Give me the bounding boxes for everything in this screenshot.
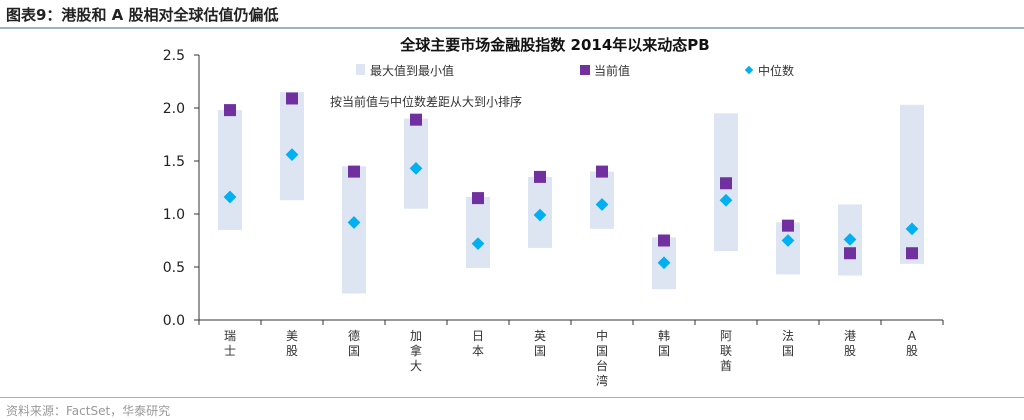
median-marker — [223, 190, 237, 204]
legend-median-swatch — [744, 65, 754, 75]
x-tick-label: 德国 — [348, 328, 360, 358]
x-tick-label: 阿联酋 — [720, 329, 732, 373]
current-value-marker — [224, 104, 236, 117]
x-tick-label: 英国 — [534, 329, 546, 358]
current-value-marker — [286, 92, 298, 105]
y-tick-label: 2.0 — [163, 101, 185, 117]
y-tick-label: 1.0 — [163, 207, 185, 223]
x-tick-label: 法国 — [782, 329, 794, 358]
x-tick-label: 日本 — [472, 329, 484, 358]
legend-current-label: 当前值 — [594, 63, 630, 78]
current-value-marker — [782, 219, 794, 232]
x-tick-label: 加拿大 — [410, 329, 422, 373]
current-value-marker — [410, 113, 422, 126]
legend-range-label: 最大值到最小值 — [370, 63, 454, 78]
figure-title: 图表9：港股和 A 股相对全球估值仍偏低 — [6, 6, 279, 24]
current-value-marker — [596, 165, 608, 178]
range-bar — [218, 110, 242, 230]
current-value-marker — [534, 170, 546, 183]
y-tick-label: 2.5 — [163, 48, 185, 64]
y-tick-label: 0.5 — [163, 260, 185, 276]
range-bar — [466, 197, 490, 269]
median-marker — [285, 148, 299, 162]
median-marker — [409, 162, 423, 175]
median-marker — [347, 216, 361, 229]
current-value-marker — [472, 192, 484, 205]
current-value-marker — [658, 234, 670, 247]
legend-median-label: 中位数 — [758, 63, 794, 78]
x-tick-label: 美股 — [286, 329, 298, 358]
y-tick-label: 1.5 — [163, 154, 185, 170]
x-tick-label: 港股 — [844, 329, 856, 358]
current-value-marker — [348, 165, 360, 178]
y-tick-label: 0.0 — [163, 313, 185, 329]
current-value-marker — [906, 247, 918, 260]
source-note: 资料来源：FactSet，华泰研究 — [6, 404, 171, 418]
bottom-divider — [0, 397, 1024, 398]
legend: 最大值到最小值 当前值 中位数 — [356, 63, 794, 78]
current-value-marker — [844, 247, 856, 260]
range-bar — [280, 92, 304, 201]
median-marker — [471, 237, 485, 251]
range-bar — [900, 104, 924, 264]
x-tick-label: 韩国 — [658, 328, 670, 358]
top-divider — [0, 27, 1024, 29]
chart-annotation: 按当前值与中位数差距从大到小排序 — [330, 94, 522, 109]
current-value-marker — [720, 177, 732, 190]
range-bar — [342, 166, 366, 294]
x-tick-label: 瑞士 — [224, 329, 236, 358]
legend-current-swatch — [580, 65, 590, 75]
x-tick-label: 中国台湾 — [596, 328, 608, 388]
chart-title: 全球主要市场金融股指数 2014年以来动态PB — [399, 36, 709, 54]
legend-range-swatch — [356, 64, 365, 75]
